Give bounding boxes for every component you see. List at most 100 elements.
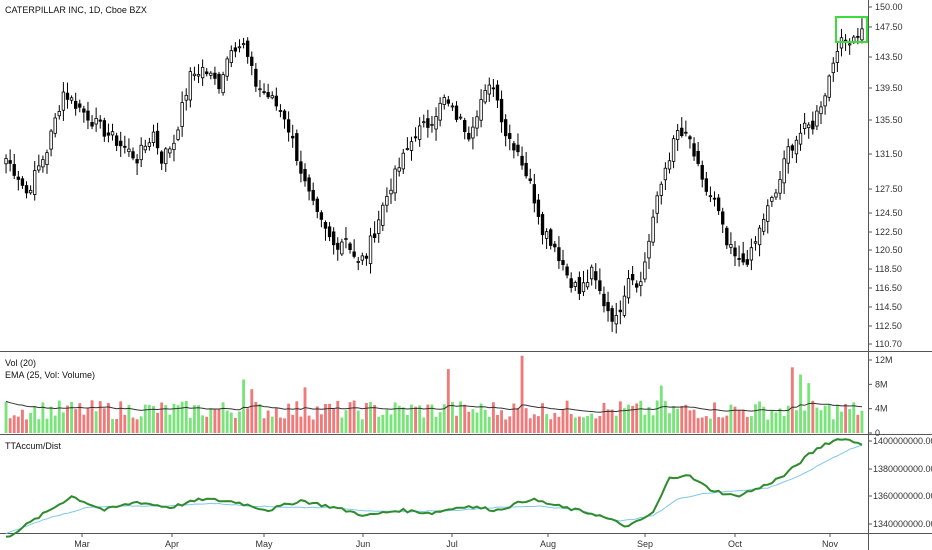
candle-body xyxy=(426,118,430,128)
volume-bar xyxy=(233,417,237,433)
volume-bar xyxy=(823,405,827,433)
candle-body xyxy=(65,92,70,100)
candle-body xyxy=(360,255,365,261)
volume-bar xyxy=(631,405,635,433)
candle-body xyxy=(196,74,201,77)
candle-body xyxy=(778,179,782,194)
volume-bar xyxy=(848,408,852,433)
candle-body xyxy=(561,260,565,265)
volume-bar xyxy=(487,417,491,433)
volume-bar xyxy=(98,401,102,433)
candle-body xyxy=(446,99,451,104)
candle-body xyxy=(192,73,197,77)
candle-body xyxy=(229,50,233,64)
candle-body xyxy=(225,58,229,77)
volume-bar xyxy=(45,418,49,433)
candle-body xyxy=(467,132,471,140)
candle-body xyxy=(569,278,573,288)
volume-bar xyxy=(553,412,557,433)
candle-body xyxy=(69,97,74,101)
candle-body xyxy=(200,66,205,79)
volume-bar xyxy=(586,415,590,433)
candle-body xyxy=(454,105,459,120)
volume-bar xyxy=(225,410,229,433)
volume-bar xyxy=(283,418,286,433)
candle-body xyxy=(135,159,139,164)
candle-body xyxy=(45,152,49,165)
volume-bar xyxy=(115,419,119,433)
volume-bar xyxy=(532,414,536,433)
candle-body xyxy=(127,148,131,152)
volume-bar xyxy=(238,411,241,433)
volume-bar xyxy=(844,404,848,433)
volume-bar xyxy=(410,404,413,433)
volume-bar xyxy=(12,415,16,433)
volume-tick-label: 0 xyxy=(875,428,880,438)
volume-bar xyxy=(856,414,860,433)
candle-body xyxy=(757,227,762,246)
candle-body xyxy=(495,84,500,101)
volume-bar xyxy=(758,401,762,433)
candle-body xyxy=(8,160,12,164)
candle-body xyxy=(475,116,479,129)
candle-body xyxy=(647,240,651,259)
candle-body xyxy=(241,43,246,46)
candle-body xyxy=(606,301,610,312)
candle-body xyxy=(28,189,33,194)
volume-bar xyxy=(209,408,213,433)
volume-bar xyxy=(201,415,205,433)
candle-body xyxy=(254,68,258,87)
volume-bar xyxy=(41,402,45,433)
volume-bar xyxy=(840,411,843,433)
candle-body xyxy=(106,132,111,136)
candle-body xyxy=(524,162,528,177)
candle-body xyxy=(352,251,356,257)
volume-bar xyxy=(242,379,246,433)
volume-bar xyxy=(762,406,766,433)
candle-body xyxy=(422,121,426,124)
volume-bar xyxy=(651,415,655,433)
volume-bar xyxy=(496,414,499,433)
time-tick-label: Aug xyxy=(540,539,556,549)
candle-body xyxy=(266,92,270,98)
candle-body xyxy=(12,164,16,176)
volume-bar xyxy=(33,406,37,433)
volume-bar xyxy=(197,405,200,433)
candle-body xyxy=(639,281,643,287)
candle-body xyxy=(233,47,238,52)
volume-bar xyxy=(512,403,516,433)
volume-bar xyxy=(463,404,467,433)
volume-bar xyxy=(82,414,86,433)
candle-body xyxy=(508,133,512,139)
candle-body xyxy=(98,119,102,122)
volume-bar xyxy=(295,401,299,433)
candle-body xyxy=(503,119,508,137)
candle-body xyxy=(188,71,193,101)
volume-title: Vol (20) xyxy=(5,358,36,368)
candle-body xyxy=(573,282,577,287)
volume-bar xyxy=(610,409,614,433)
candle-body xyxy=(643,261,647,280)
candle-body xyxy=(286,119,291,133)
volume-bar xyxy=(778,408,782,433)
candle-body xyxy=(598,280,602,292)
volume-bar xyxy=(127,404,131,433)
time-tick-label: Sep xyxy=(637,539,653,549)
candle-body xyxy=(700,165,704,180)
candle-body xyxy=(57,111,61,117)
volume-bar xyxy=(790,367,794,433)
candle-body xyxy=(413,136,418,139)
candle-body xyxy=(819,106,823,115)
candle-body xyxy=(94,117,98,125)
candle-body xyxy=(258,88,262,91)
candle-body xyxy=(114,135,119,146)
price-tick-label: 114.50 xyxy=(875,302,902,312)
volume-bar xyxy=(360,419,364,433)
volume-bar xyxy=(819,410,823,433)
volume-bar xyxy=(340,417,344,433)
volume-bar xyxy=(516,408,520,433)
candle-body xyxy=(20,178,25,186)
candle-body xyxy=(73,100,78,109)
time-tick-label: Jun xyxy=(356,539,371,549)
candle-body xyxy=(295,133,299,162)
